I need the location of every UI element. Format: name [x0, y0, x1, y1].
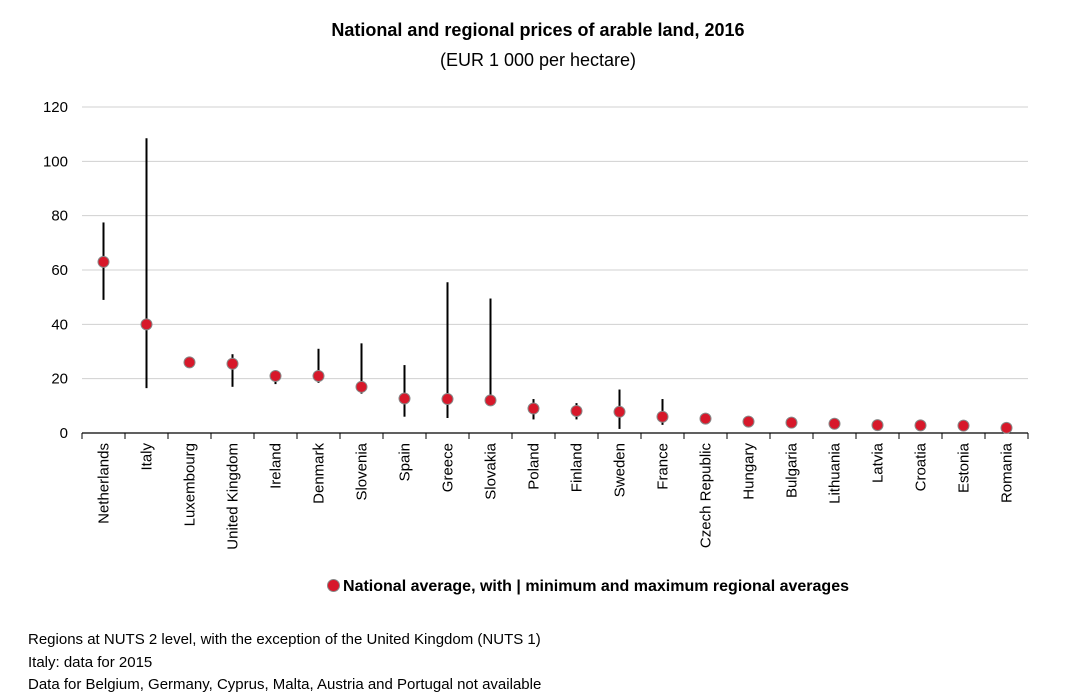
- x-tick-label: Netherlands: [96, 443, 113, 524]
- x-tick-label: Hungary: [741, 443, 758, 500]
- data-point: [355, 380, 368, 393]
- data-point: [699, 412, 712, 425]
- x-tick-label: Croatia: [913, 442, 930, 491]
- x-tick-label: Italy: [139, 443, 156, 471]
- data-point: [140, 318, 153, 331]
- data-point: [1000, 421, 1013, 434]
- y-tick-label: 20: [51, 371, 68, 388]
- x-tick-label: Lithuania: [827, 442, 844, 504]
- x-axis: [81, 432, 1029, 439]
- x-tick-label: Denmark: [311, 443, 328, 504]
- x-tick-label: Poland: [526, 443, 543, 490]
- data-point: [398, 392, 411, 405]
- x-tick-label: Estonia: [956, 442, 973, 493]
- data-point: [656, 410, 669, 423]
- y-tick-label: 80: [51, 208, 68, 225]
- legend-label: National average, with | minimum and max…: [343, 578, 849, 595]
- data-point: [527, 402, 540, 415]
- data-point: [914, 419, 927, 432]
- x-tick-label: Ireland: [268, 443, 285, 489]
- y-axis-ticks: 0 20 40 60 80 100 120: [43, 99, 68, 442]
- data-point: [785, 416, 798, 429]
- legend: National average, with | minimum and max…: [0, 578, 1084, 596]
- x-tick-label: Sweden: [612, 443, 629, 497]
- range-lines: [102, 138, 1008, 429]
- footnote-missing-countries: Data for Belgium, Germany, Cyprus, Malta…: [28, 676, 542, 693]
- legend-marker: [327, 579, 341, 593]
- x-tick-label: Slovenia: [354, 442, 371, 500]
- x-tick-label: Czech Republic: [698, 443, 715, 549]
- data-point: [957, 419, 970, 432]
- x-tick-label: Finland: [569, 443, 586, 492]
- x-tick-label: United Kingdom: [225, 443, 242, 550]
- x-tick-label: Spain: [397, 443, 414, 481]
- chart-title: National and regional prices of arable l…: [331, 20, 745, 40]
- data-point: [269, 369, 282, 382]
- x-tick-label: Slovakia: [483, 442, 500, 499]
- y-tick-label: 120: [43, 99, 68, 116]
- footnotes: Regions at NUTS 2 level, with the except…: [28, 629, 541, 697]
- x-tick-label: Luxembourg: [182, 443, 199, 526]
- y-tick-label: 0: [60, 425, 68, 442]
- x-tick-label: Latvia: [870, 442, 887, 483]
- data-point: [613, 405, 626, 418]
- data-point: [484, 394, 497, 407]
- x-tick-label: Bulgaria: [784, 442, 801, 498]
- x-tick-label: France: [655, 443, 672, 490]
- data-point: [441, 393, 454, 406]
- x-axis-ticks: Netherlands Italy Luxembourg United Kingdom…: [96, 442, 1016, 549]
- footnote-italy-2015: Italy: data for 2015: [28, 653, 153, 671]
- x-tick-label: Romania: [999, 442, 1016, 503]
- y-tick-label: 100: [43, 153, 68, 170]
- gridlines: [82, 106, 1028, 380]
- data-point: [226, 357, 239, 370]
- data-point: [97, 255, 110, 268]
- data-points: [97, 255, 1013, 434]
- data-point: [570, 404, 583, 417]
- data-point: [828, 417, 841, 430]
- data-point: [742, 415, 755, 428]
- footnote-nuts-level: Regions at NUTS 2 level, with the except…: [28, 631, 541, 648]
- data-point: [312, 369, 325, 382]
- chart-subtitle: (EUR 1 000 per hectare): [439, 50, 637, 70]
- data-point: [871, 419, 884, 432]
- x-tick-label: Greece: [440, 443, 457, 492]
- y-tick-label: 60: [51, 262, 68, 279]
- data-point: [183, 356, 196, 369]
- y-tick-label: 40: [51, 316, 68, 333]
